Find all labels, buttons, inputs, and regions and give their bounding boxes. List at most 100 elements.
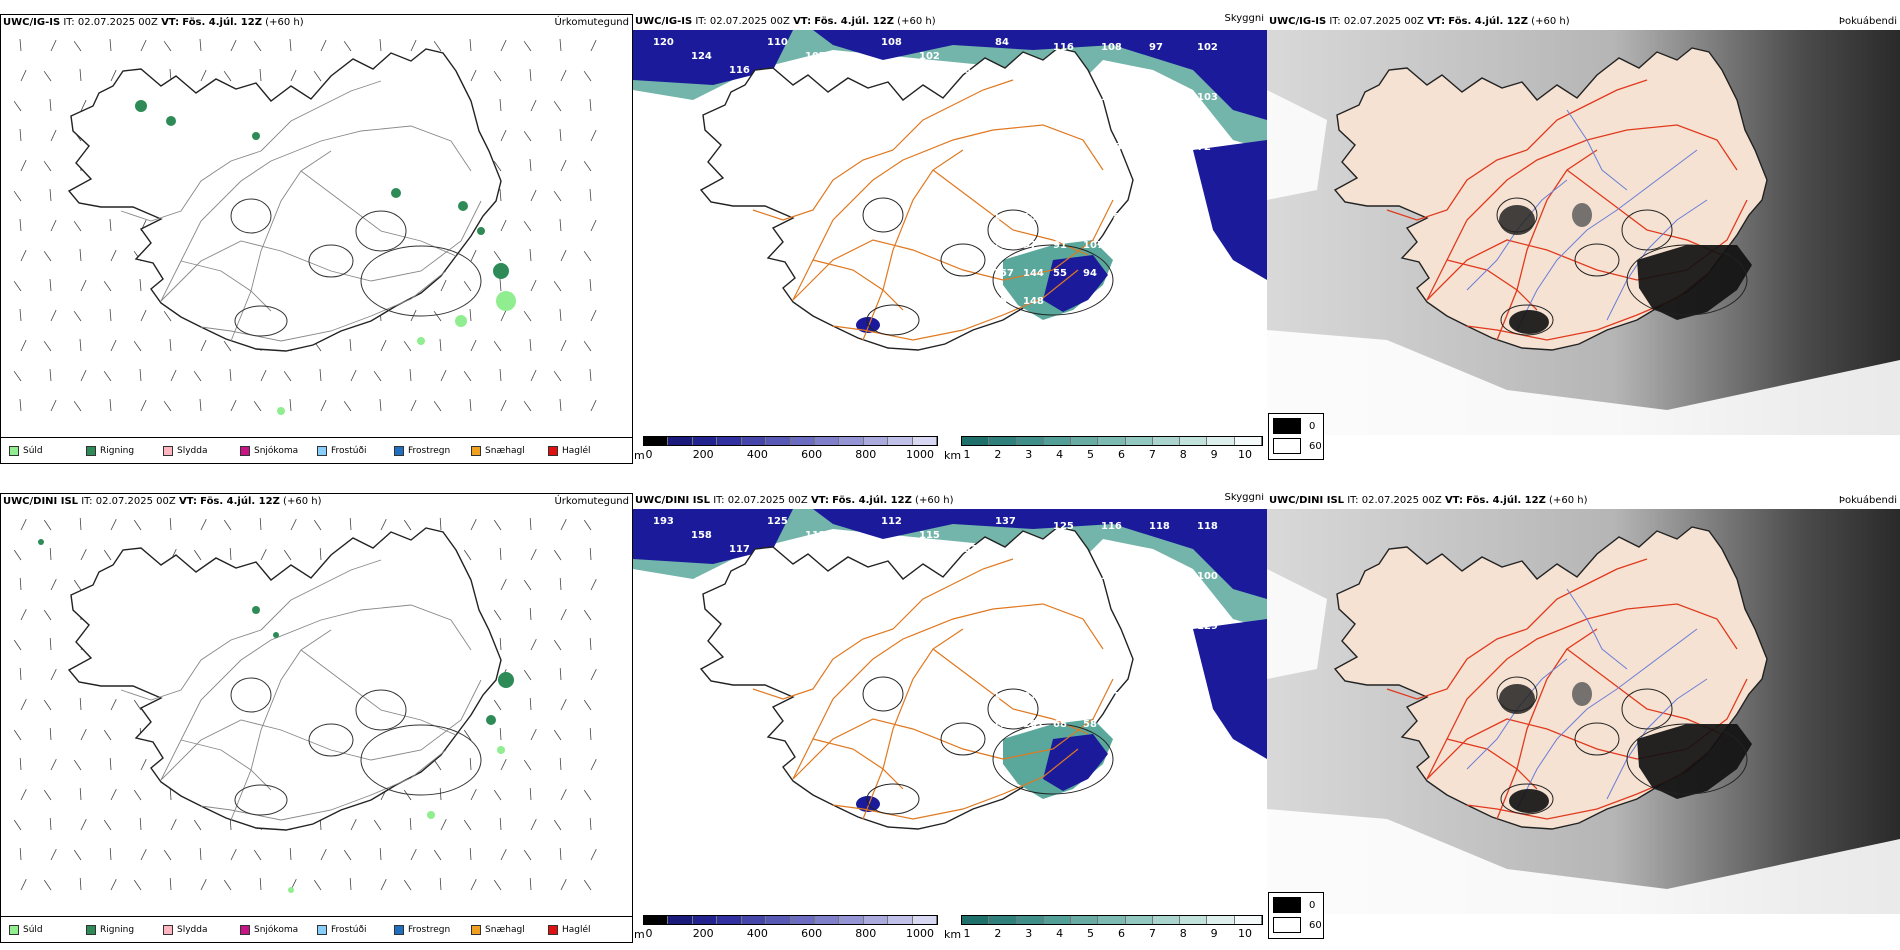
wind-barb <box>43 789 52 801</box>
cloud-base-label: 230 <box>1053 621 1074 632</box>
glacier-outline <box>234 305 288 337</box>
precip-cell <box>252 132 260 140</box>
wind-barb <box>499 98 502 112</box>
legend-label: Snjókoma <box>254 446 299 456</box>
precip-cell <box>477 227 485 235</box>
glacier-outline <box>866 783 920 815</box>
low-cloud-base-area <box>813 509 1267 599</box>
colorbar-step <box>888 437 913 445</box>
colorbar-step <box>1071 916 1099 924</box>
wind-barb <box>199 38 202 52</box>
wind-barb <box>440 819 447 831</box>
cloud-base-label: 95 <box>1101 621 1115 632</box>
colorbar-tick-label: 4 <box>1056 927 1064 940</box>
legend-label: Slydda <box>177 446 208 456</box>
wind-barb <box>223 70 232 82</box>
cloud-base-label: 112 <box>805 530 826 541</box>
wind-barb <box>103 729 112 741</box>
road-line <box>792 603 1104 780</box>
wind-barb <box>553 190 562 202</box>
cloud-base-label: 20 <box>993 240 1007 251</box>
wind-barb <box>49 727 52 741</box>
wind-barb <box>469 38 472 52</box>
road-line <box>300 649 457 736</box>
wind-barb <box>589 368 592 382</box>
cloud-base-label: 45 <box>993 296 1007 307</box>
wind-barb <box>139 817 142 831</box>
legend-label: Snjókoma <box>254 925 299 935</box>
legend-swatch <box>471 925 481 935</box>
wind-barb <box>110 879 117 891</box>
wind-barb <box>193 370 202 382</box>
colorbar-tick-label: 7 <box>1148 927 1156 940</box>
legend-label: Rigning <box>100 925 135 935</box>
wind-barb <box>560 519 567 531</box>
wind-barb <box>440 279 447 292</box>
wind-barb <box>463 819 472 831</box>
wind-barb <box>530 549 537 561</box>
wind-barb <box>43 609 52 621</box>
colorbar-step <box>989 916 1017 924</box>
wind-barb <box>559 667 562 681</box>
wind-barb <box>403 789 412 801</box>
panel-name: Þokuábendi <box>1838 495 1897 506</box>
wind-barb <box>43 699 52 711</box>
legend-swatch <box>163 925 173 935</box>
wind-barb <box>109 398 112 412</box>
colorbar-tick-label: 9 <box>1210 927 1218 940</box>
legend-label: 60 <box>1309 440 1322 452</box>
wind-barb <box>79 877 82 891</box>
fog-area <box>1572 682 1592 706</box>
wind-barb <box>410 39 417 52</box>
colorbar-tick-label: 2 <box>994 448 1002 461</box>
wind-barb <box>523 130 532 142</box>
cloud-base-label: 116 <box>1053 42 1074 53</box>
glacier-outline <box>862 676 904 712</box>
wind-barb <box>403 340 412 352</box>
cloud-base-label: 102 <box>919 51 940 62</box>
wind-barb <box>379 847 382 861</box>
colorbar-step <box>1180 437 1208 445</box>
wind-barb <box>410 399 417 412</box>
wind-barb <box>590 219 597 232</box>
panel-title: UWC/DINI ISL IT: 02.07.2025 00Z VT: Fös.… <box>635 495 954 506</box>
wind-barb <box>49 188 52 202</box>
cloud-base-label: 144 <box>1023 268 1044 279</box>
legend-swatch <box>1273 438 1301 454</box>
wind-barb <box>20 609 27 621</box>
precip-cell <box>496 291 516 311</box>
colorbar-tick-label: 200 <box>692 927 714 940</box>
panel-name: Þokuábendi <box>1838 16 1897 27</box>
cloud-base-label: 193 <box>653 516 674 527</box>
wind-barb <box>529 338 532 352</box>
wind-barb <box>290 69 297 82</box>
low-visibility-area <box>633 30 1267 150</box>
colorbar-tick-label: 7 <box>1148 448 1156 461</box>
wind-barb <box>589 98 592 112</box>
colorbar-step <box>1207 916 1235 924</box>
wind-barb <box>109 847 112 861</box>
cloud-base-label: 110 <box>767 37 788 48</box>
colorbar-step <box>1207 437 1235 445</box>
wind-barb <box>313 519 322 531</box>
cloud-base-label: 116 <box>1113 240 1134 251</box>
wind-barb <box>49 98 52 112</box>
wind-barb <box>259 68 262 82</box>
cloud-base-label: 162 <box>1143 691 1164 702</box>
wind-barb <box>79 248 82 262</box>
legend-swatch <box>86 446 96 456</box>
panel-title: UWC/DINI ISL IT: 02.07.2025 00Z VT: Fös.… <box>3 496 322 507</box>
cloud-base-label: 72 <box>1197 142 1211 153</box>
precip-cell <box>288 887 294 893</box>
colorbar-step <box>1098 916 1126 924</box>
road-line <box>260 559 382 631</box>
colorbar-tick-label: 1 <box>963 927 971 940</box>
wind-barb <box>140 39 147 52</box>
wind-barb <box>50 399 57 412</box>
wind-barb <box>499 278 502 292</box>
wind-barb <box>49 637 52 651</box>
wind-barb <box>409 368 412 382</box>
wind-barb <box>529 158 532 172</box>
wind-barb <box>20 519 27 531</box>
colorbar-tick-label: 10 <box>1238 448 1252 461</box>
